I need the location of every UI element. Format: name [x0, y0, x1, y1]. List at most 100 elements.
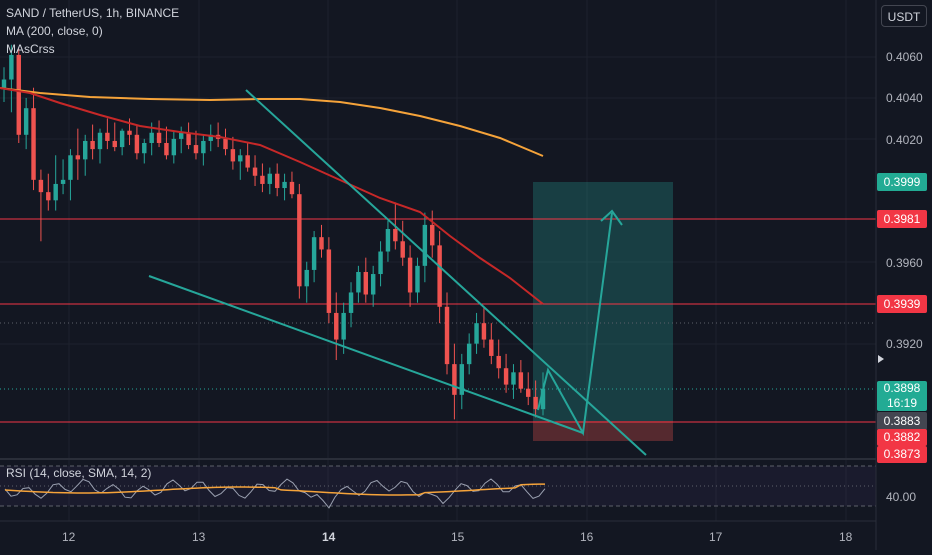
candle-body — [444, 306, 450, 365]
candle-body — [127, 130, 132, 135]
candle-body — [38, 179, 44, 193]
projection-path[interactable] — [537, 212, 613, 437]
rsi-ma-line — [4, 483, 545, 496]
candle-body — [407, 257, 413, 293]
x-tick-label: 13 — [192, 530, 206, 544]
candle-body — [437, 245, 442, 307]
candle-body — [245, 155, 250, 168]
candle-body — [319, 237, 324, 250]
price-tag-stop: 0.3873 — [877, 446, 927, 463]
candle-body — [341, 312, 346, 340]
price-tag-3883: 0.3883 — [877, 412, 927, 430]
y-tick-label: 0.3960 — [886, 256, 923, 270]
candle-body — [282, 181, 287, 189]
wedge-lower-trendline[interactable] — [148, 275, 584, 434]
candle-body — [452, 364, 457, 395]
price-tag-level-3939: 0.3939 — [877, 295, 927, 313]
candle-body — [274, 173, 280, 189]
price-tag-target: 0.3999 — [877, 173, 927, 191]
candle-body — [348, 292, 354, 313]
candle-body — [208, 134, 213, 141]
candle-body — [518, 372, 524, 389]
price-axis-cursor-icon — [878, 355, 884, 363]
candle-body — [31, 108, 36, 180]
candle-body — [304, 269, 309, 287]
candle-body — [267, 173, 273, 184]
price-tag-3882: 0.3882 — [877, 429, 927, 446]
candle-body — [415, 265, 420, 293]
candle-body — [393, 228, 398, 242]
candle-body — [90, 140, 95, 150]
candle-body — [511, 372, 516, 385]
x-tick-label: 15 — [451, 530, 465, 544]
candle-body — [260, 175, 265, 184]
candle-body — [297, 194, 302, 287]
candle-body — [68, 155, 73, 180]
candle-body — [156, 132, 162, 143]
candle-body — [526, 388, 531, 397]
current-price-value: 0.3898 — [883, 381, 921, 395]
candle-body — [489, 339, 494, 356]
candle-body — [119, 130, 125, 148]
candle-body — [400, 241, 405, 258]
candle-body — [533, 396, 538, 410]
rsi-level-label: 40.00 — [886, 490, 917, 504]
candle-body — [430, 224, 435, 246]
candle-body — [53, 183, 58, 201]
candle-body — [496, 355, 501, 369]
wedge-upper-trendline[interactable] — [245, 89, 647, 456]
candle-body — [134, 134, 140, 154]
projection-arrowhead — [600, 209, 623, 226]
candle-body — [97, 132, 103, 150]
candle-body — [252, 167, 258, 176]
candle-body — [178, 132, 184, 139]
candle-body — [164, 142, 169, 156]
rsi-band — [0, 466, 876, 506]
position-target-zone[interactable] — [533, 182, 673, 421]
y-tick-label: 0.4060 — [886, 50, 923, 64]
symbol-legend[interactable]: SAND / TetherUS, 1h, BINANCE — [6, 6, 180, 20]
x-tick-label: 18 — [839, 530, 853, 544]
candle-body — [9, 54, 14, 80]
candle-body — [16, 54, 21, 135]
candle-body — [363, 271, 369, 295]
candle-body — [230, 149, 236, 162]
macrss-legend[interactable]: MAsCrss — [6, 42, 55, 56]
candle-body — [238, 155, 243, 162]
candle-body — [503, 368, 509, 385]
candle-body — [356, 271, 361, 293]
ma200-line — [0, 87, 544, 157]
candle-body — [326, 249, 332, 313]
y-tick-label: 0.4040 — [886, 91, 923, 105]
candle-body — [466, 343, 472, 365]
candle-body — [540, 388, 546, 410]
position-stop-zone[interactable] — [533, 421, 673, 441]
candle-body — [385, 228, 391, 252]
candle-body — [311, 237, 317, 270]
ma-legend[interactable]: MA (200, close, 0) — [6, 24, 103, 38]
candle-body — [378, 251, 383, 275]
candle-body — [223, 138, 228, 150]
x-tick-label: 12 — [62, 530, 76, 544]
currency-button[interactable]: USDT — [881, 5, 927, 27]
candle-body — [459, 364, 464, 395]
candles — [1, 44, 546, 420]
grid — [0, 0, 876, 521]
y-tick-label: 0.4020 — [886, 133, 923, 147]
candle-body — [142, 142, 147, 154]
rsi-line — [4, 478, 546, 509]
candle-body — [60, 179, 66, 184]
candle-body — [112, 140, 117, 148]
x-tick-label: 16 — [580, 530, 594, 544]
candle-body — [289, 181, 295, 195]
candle-body — [75, 155, 81, 160]
candle-body — [1, 79, 7, 88]
candle-body — [193, 145, 199, 154]
candle-body — [422, 224, 428, 266]
candle-body — [46, 192, 51, 201]
candle-body — [105, 132, 110, 141]
rsi-legend[interactable]: RSI (14, close, SMA, 14, 2) — [6, 466, 152, 480]
candle-body — [149, 132, 154, 143]
candle-body — [171, 138, 177, 156]
